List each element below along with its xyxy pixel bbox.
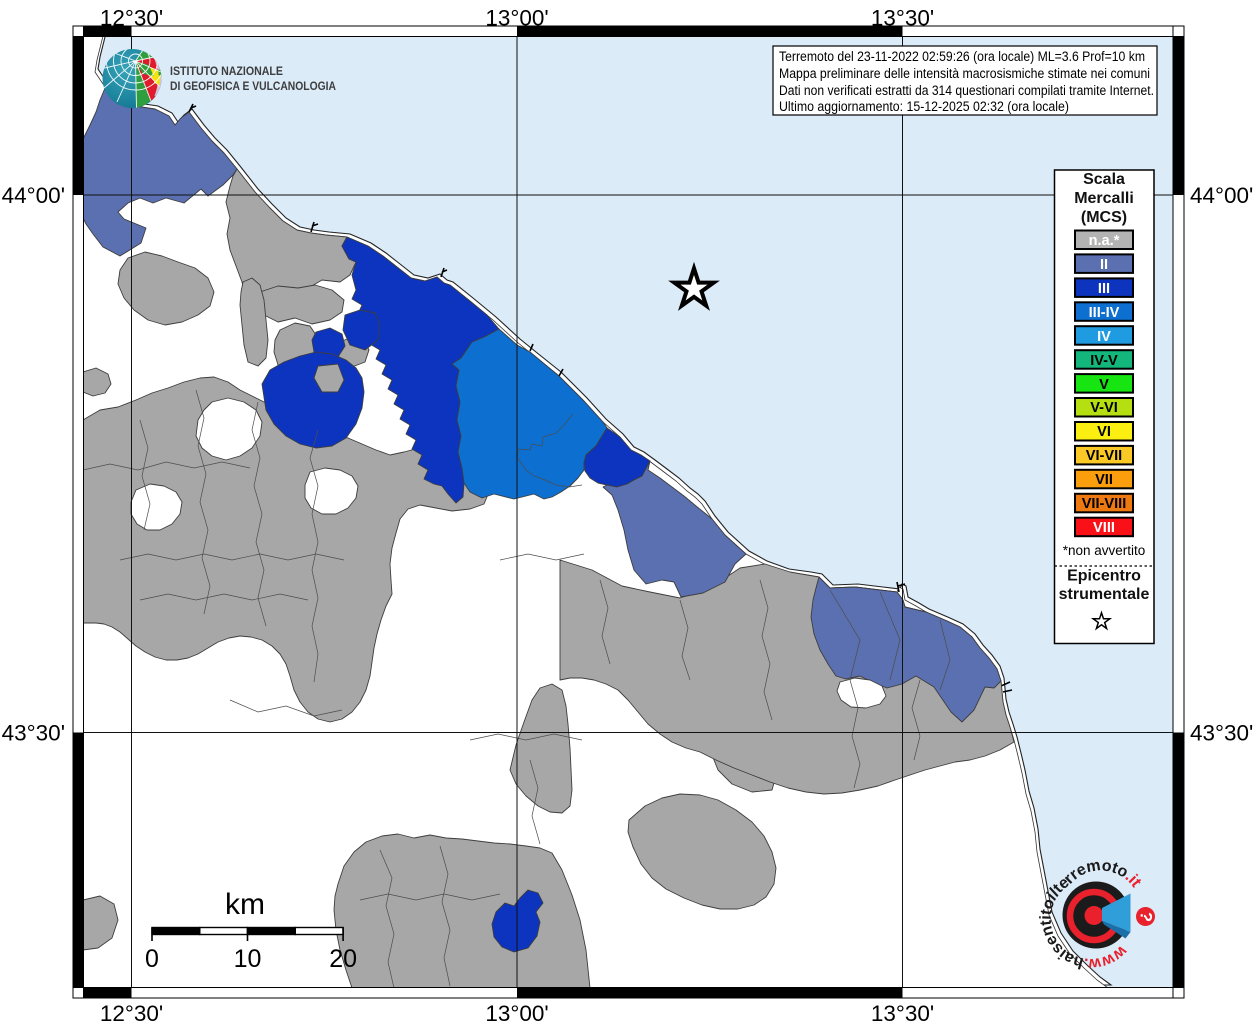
svg-text:13°30': 13°30' — [871, 1001, 934, 1024]
svg-text:Dati non verificati estratti d: Dati non verificati estratti da 314 ques… — [779, 83, 1154, 99]
svg-text:Ultimo aggiornamento: 15-12-20: Ultimo aggiornamento: 15-12-2025 02:32 (… — [779, 99, 1069, 115]
svg-text:VI-VII: VI-VII — [1086, 448, 1123, 464]
svg-text:Terremoto del 23-11-2022 02:59: Terremoto del 23-11-2022 02:59:26 (ora l… — [779, 49, 1145, 65]
svg-text:(MCS): (MCS) — [1081, 209, 1127, 226]
svg-text:III-IV: III-IV — [1089, 305, 1120, 321]
svg-text:IV: IV — [1097, 329, 1111, 345]
svg-text:km: km — [225, 888, 265, 921]
svg-text:13°00': 13°00' — [485, 1001, 548, 1024]
svg-text:Epicentro: Epicentro — [1067, 568, 1141, 585]
svg-text:20: 20 — [329, 945, 357, 973]
svg-text:VIII: VIII — [1093, 520, 1115, 536]
svg-text:*non avvertito: *non avvertito — [1063, 543, 1146, 558]
svg-text:0: 0 — [145, 945, 159, 973]
svg-text:VI: VI — [1097, 424, 1111, 440]
svg-text:10: 10 — [234, 945, 262, 973]
svg-text:VII: VII — [1095, 472, 1113, 488]
svg-text:13°00': 13°00' — [485, 6, 548, 31]
svg-text:ISTITUTO NAZIONALE: ISTITUTO NAZIONALE — [170, 64, 283, 78]
svg-text:n.a.*: n.a.* — [1089, 233, 1120, 249]
svg-text:Mercalli: Mercalli — [1074, 190, 1134, 207]
svg-text:Mappa preliminare delle intens: Mappa preliminare delle intensità macros… — [779, 66, 1150, 82]
svg-text:Scala: Scala — [1083, 171, 1125, 188]
svg-text:43°30': 43°30' — [1190, 721, 1253, 746]
svg-text:V-VI: V-VI — [1090, 400, 1118, 416]
svg-text:DI GEOFISICA E VULCANOLOGIA: DI GEOFISICA E VULCANOLOGIA — [170, 79, 336, 93]
svg-text:IV-V: IV-V — [1090, 353, 1118, 369]
svg-text:?: ? — [1136, 910, 1155, 923]
svg-text:12°30': 12°30' — [100, 6, 163, 31]
svg-text:II: II — [1100, 257, 1108, 273]
svg-text:44°00': 44°00' — [1190, 183, 1253, 208]
svg-text:43°30': 43°30' — [2, 721, 65, 746]
svg-text:12°30': 12°30' — [100, 1001, 163, 1024]
svg-text:VII-VIII: VII-VIII — [1082, 496, 1127, 512]
svg-text:strumentale: strumentale — [1059, 586, 1150, 603]
svg-text:V: V — [1099, 377, 1109, 393]
svg-text:13°30': 13°30' — [871, 6, 934, 31]
svg-text:III: III — [1098, 281, 1110, 297]
svg-text:44°00': 44°00' — [2, 183, 65, 208]
